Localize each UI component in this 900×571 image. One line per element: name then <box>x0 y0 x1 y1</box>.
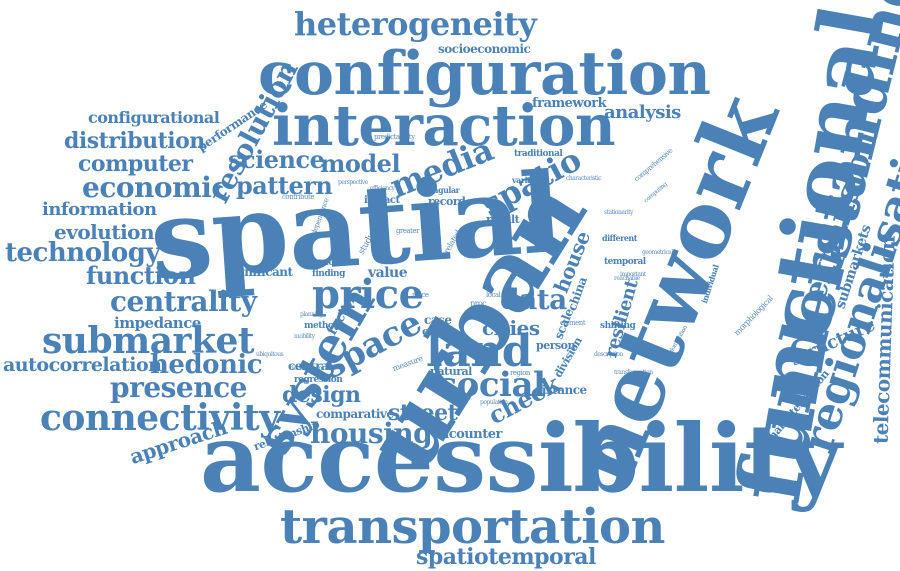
word-spatiotemporal: spatiotemporal <box>416 544 596 570</box>
word-encounter: encounter <box>432 427 502 442</box>
word-distance: distance <box>534 383 587 397</box>
word-person: person <box>536 339 576 352</box>
word-model: model <box>320 149 401 178</box>
word-presence: presence <box>110 371 247 404</box>
word-finding: finding <box>312 269 345 279</box>
word-centrality: centrality <box>110 285 257 318</box>
word-data: data <box>500 283 567 316</box>
word-angular: angular <box>428 185 460 195</box>
word-traditional: traditional <box>514 149 563 159</box>
word-contribute: contribute <box>282 193 315 201</box>
word-effect: effect <box>422 325 455 338</box>
word-analysis: analysis <box>604 102 681 123</box>
word-function: function <box>86 261 196 290</box>
word-characteristic: characteristic <box>566 175 602 182</box>
word-social: social <box>438 365 546 405</box>
word-method: method <box>304 321 340 331</box>
word-computer: computer <box>78 151 193 177</box>
word-stationarity: stationarity <box>604 209 634 216</box>
word-record: record <box>428 195 466 208</box>
word-evolution: evolution <box>54 220 155 244</box>
word-population: population <box>480 399 508 406</box>
word-perspective: perspective <box>338 179 368 186</box>
word-planning: planning <box>300 311 323 318</box>
word-impact: impact <box>364 195 400 206</box>
word-technology: technology <box>5 238 161 268</box>
word-mobility: mobility <box>294 333 315 340</box>
word-information: information <box>42 199 157 220</box>
word-description: description <box>594 351 623 358</box>
word-temporal: temporal <box>604 257 646 267</box>
word-development: development <box>290 365 324 372</box>
word-element: element <box>560 319 586 327</box>
word-land: land <box>426 326 532 377</box>
word-different: different <box>602 233 637 243</box>
word-framework: framework <box>532 96 607 111</box>
word-predictability: predictability <box>374 133 415 141</box>
word-comparative: comparative <box>316 407 394 421</box>
word-cities: cities <box>482 316 540 340</box>
word-housing: housing <box>310 417 433 450</box>
word-distribution: distribution <box>64 128 205 154</box>
word-more: more <box>318 257 345 268</box>
word-greater: greater <box>396 227 419 235</box>
word-important: important <box>620 271 646 278</box>
word-local: local <box>486 291 501 299</box>
word-place: place <box>412 291 429 299</box>
word-case: case <box>424 313 452 327</box>
word-central: central <box>288 359 333 373</box>
word-price: price <box>312 271 424 318</box>
word-hedonic: hedonic <box>150 350 263 380</box>
word-natural: natural <box>430 365 472 378</box>
word-reachable: reachable <box>614 275 640 282</box>
word-submarket: submarket <box>42 320 254 362</box>
word-transportation: transportation <box>280 499 665 555</box>
word-telecommunication: telecommunication <box>868 235 900 445</box>
word-ubiquitous: ubiquitous <box>256 351 284 358</box>
word-shifting: shifting <box>600 321 636 331</box>
word-economic: economic <box>82 171 228 204</box>
word-design: design <box>282 382 361 408</box>
word-value: value <box>368 265 408 281</box>
word-configuration: configuration <box>258 39 711 109</box>
word-interaction: interaction <box>272 93 616 159</box>
word-autocorrelation: autocorrelation <box>3 354 162 376</box>
word-socioeconomic: socioeconomic <box>438 42 531 56</box>
word-accessibility: accessibility <box>200 404 842 514</box>
word-variation: variation <box>512 175 548 185</box>
word-region: region <box>510 369 530 377</box>
word-proc: proc <box>470 299 487 308</box>
word-geometrical: geometrical <box>642 249 673 256</box>
word-efficiency: efficiency <box>370 185 395 192</box>
word-street: street <box>388 400 458 426</box>
word-result: result <box>486 213 520 226</box>
word-science: science <box>228 145 325 174</box>
word-transformation: transformation <box>614 369 653 376</box>
word-heterogeneity: heterogeneity <box>294 5 537 43</box>
word-impedance: impedance <box>114 314 201 332</box>
word-configurational: configurational <box>88 108 220 127</box>
word-regression: regression <box>294 375 343 385</box>
word-connectivity: connectivity <box>40 397 280 439</box>
word-pattern: pattern <box>236 171 333 200</box>
word-significant: significant <box>226 265 293 279</box>
